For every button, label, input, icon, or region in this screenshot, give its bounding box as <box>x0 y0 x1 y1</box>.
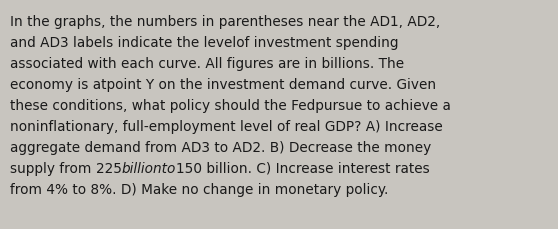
Text: 225: 225 <box>96 161 122 175</box>
Text: and AD3 labels indicate the levelof investment spending: and AD3 labels indicate the levelof inve… <box>10 36 398 50</box>
Text: supply from: supply from <box>10 161 96 175</box>
Text: from 4% to 8%. D) Make no change in monetary policy.: from 4% to 8%. D) Make no change in mone… <box>10 182 388 196</box>
Text: aggregate demand from AD3 to AD2. B) Decrease the money: aggregate demand from AD3 to AD2. B) Dec… <box>10 140 431 154</box>
Text: 150 billion. C) Increase interest rates: 150 billion. C) Increase interest rates <box>176 161 430 175</box>
Text: associated with each curve. All figures are in billions. The: associated with each curve. All figures … <box>10 57 404 71</box>
Text: economy is atpoint Y on the investment demand curve. Given: economy is atpoint Y on the investment d… <box>10 78 436 92</box>
Text: billionto: billionto <box>122 161 176 175</box>
Text: these conditions, what policy should the Fedpursue to achieve a: these conditions, what policy should the… <box>10 98 451 112</box>
Text: In the graphs, the numbers in parentheses near the AD1, AD2,: In the graphs, the numbers in parenthese… <box>10 15 440 29</box>
Text: noninflationary, full-employment level of real GDP? A) Increase: noninflationary, full-employment level o… <box>10 120 442 134</box>
